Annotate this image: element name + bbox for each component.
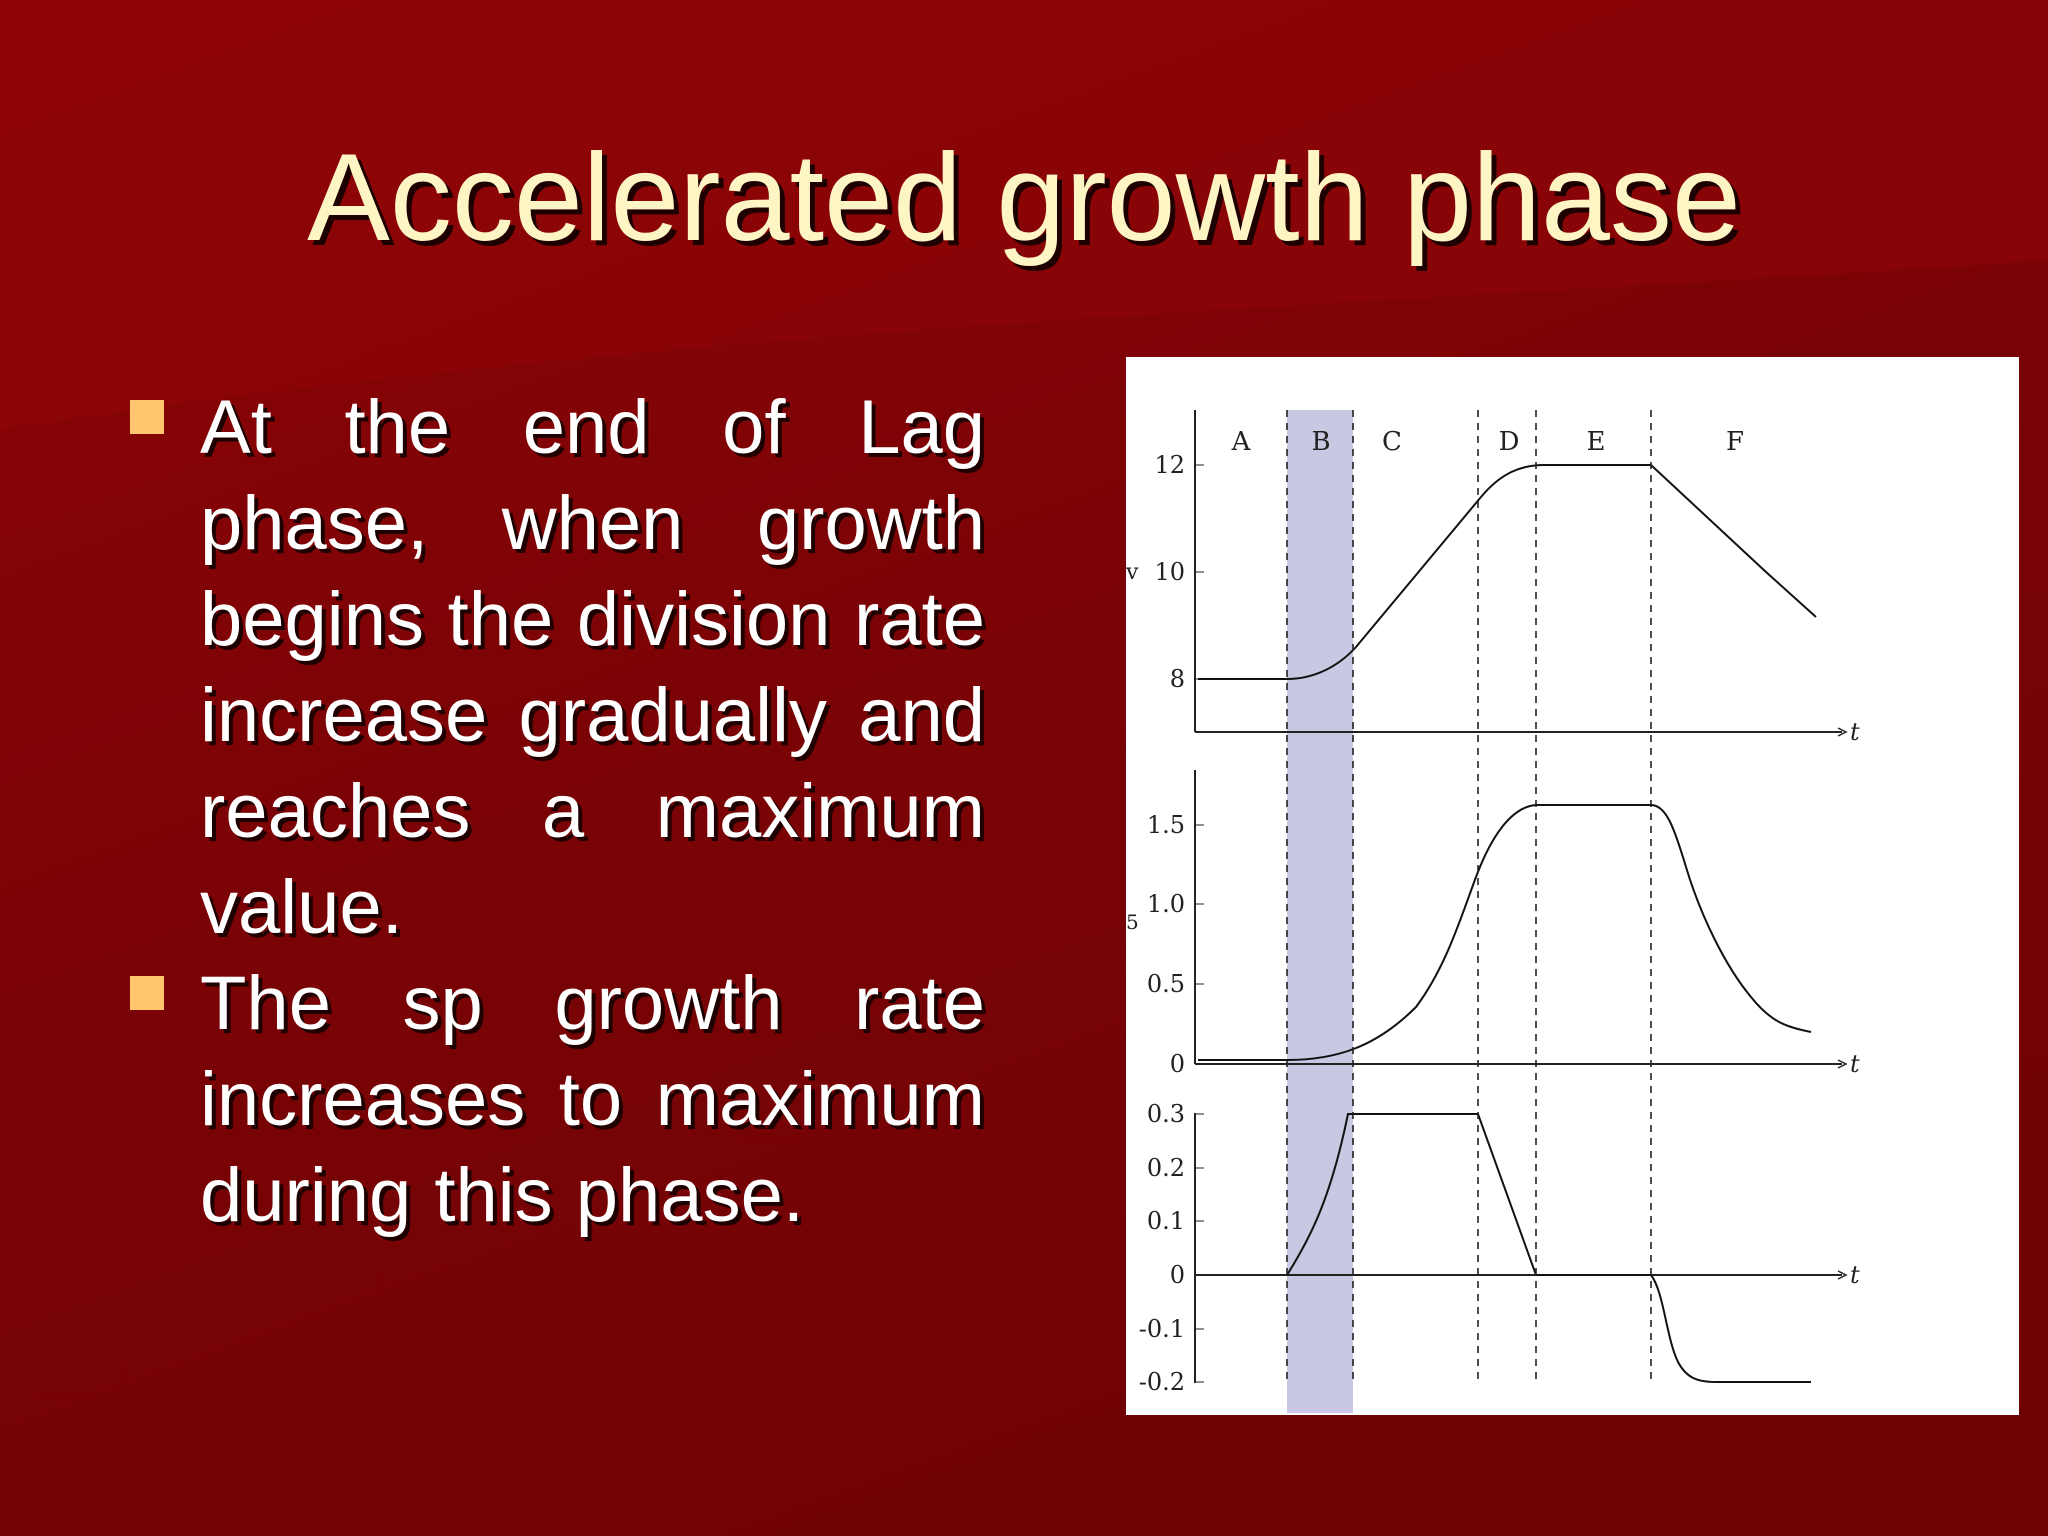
phase-b-highlight <box>1287 410 1353 1413</box>
bullet-text: The sp growth rate increases to maximum … <box>200 961 985 1238</box>
panel3-tick-label: 0 <box>1170 1261 1185 1289</box>
panel2-tick-label: 0 <box>1170 1050 1185 1078</box>
phase-label-f: F <box>1726 427 1744 457</box>
phase-label-c: C <box>1382 427 1402 457</box>
square-bullet-icon <box>130 400 164 434</box>
panel3-tick-label: 0.2 <box>1147 1154 1185 1182</box>
panel2-ylabel: 5 <box>1126 910 1139 934</box>
panel1-tick-label: 8 <box>1170 665 1185 693</box>
phase-label-e: E <box>1587 427 1606 457</box>
growth-curves-svg: 12 10 8 v t A B C D E F 1.5 1.0 0.5 0 5 … <box>1126 410 1860 1413</box>
panel2-tick-label: 1.0 <box>1147 890 1185 918</box>
phase-label-a: A <box>1231 427 1252 457</box>
bullet-list: At the end of Lag phase, when growth beg… <box>128 380 985 1244</box>
panel1-curve <box>1198 464 1817 680</box>
phase-label-d: D <box>1499 427 1520 457</box>
bullet-text: At the end of Lag phase, when growth beg… <box>200 385 985 950</box>
panel1-ylabel: v <box>1126 560 1139 585</box>
panel2-x-arrow-icon <box>1837 1059 1848 1069</box>
slide-title: Accelerated growth phase <box>307 129 1741 267</box>
panel2-tick-label: 0.5 <box>1147 970 1185 998</box>
phase-label-b: B <box>1311 427 1330 457</box>
panel3-tick-label: -0.2 <box>1139 1368 1185 1396</box>
square-bullet-icon <box>130 976 164 1010</box>
bullet-item: The sp growth rate increases to maximum … <box>128 956 985 1244</box>
panel3-tick-label: 0.1 <box>1147 1207 1185 1235</box>
panel3-tick-label: -0.1 <box>1139 1315 1185 1343</box>
panel2-curve <box>1198 804 1812 1061</box>
growth-phase-figure: 12 10 8 v t A B C D E F 1.5 1.0 0.5 0 5 … <box>1126 357 2019 1415</box>
panel3-tick-label: 0.3 <box>1147 1100 1185 1128</box>
bullet-item: At the end of Lag phase, when growth beg… <box>128 380 985 956</box>
panel3-t-label: t <box>1850 1261 1860 1289</box>
panel2-tick-label: 1.5 <box>1147 811 1185 839</box>
panel3-curve <box>1286 1113 1811 1383</box>
panel1-t-label: t <box>1850 718 1860 746</box>
panel1-tick-label: 12 <box>1154 451 1185 479</box>
panel3-x-arrow-icon <box>1837 1270 1848 1280</box>
panel1-tick-label: 10 <box>1154 558 1185 586</box>
panel1-x-arrow-icon <box>1837 727 1848 737</box>
panel2-t-label: t <box>1850 1050 1860 1078</box>
